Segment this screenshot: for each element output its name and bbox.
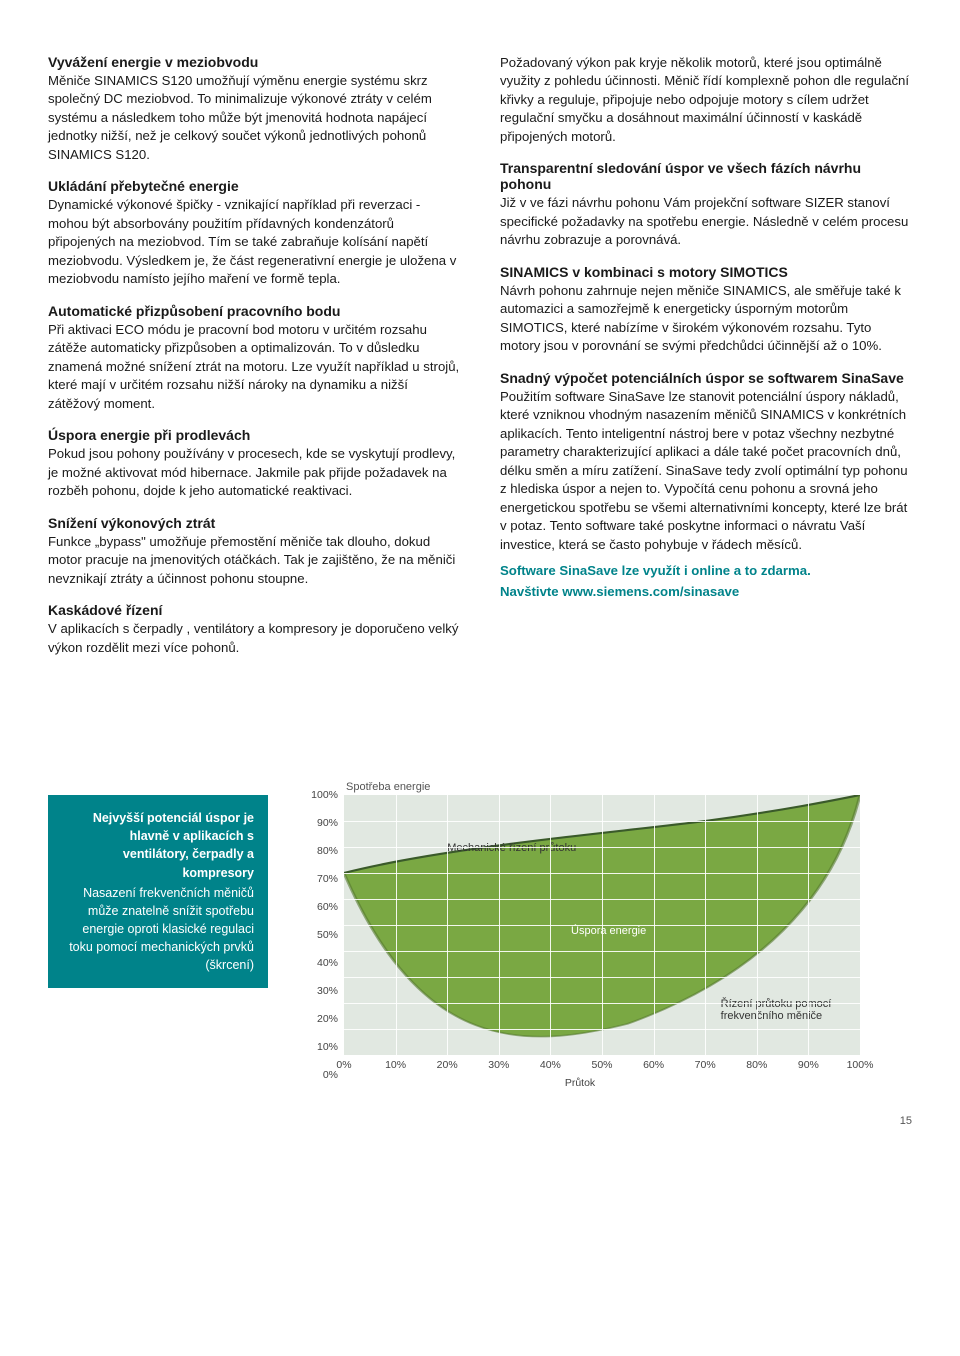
paragraph: Měniče SINAMICS S120 umožňují výměnu ene…	[48, 72, 460, 164]
y-tick: 20%	[317, 1013, 338, 1025]
grid-line	[499, 795, 500, 1055]
label-vfd: Řízení průtoku pomocí frekvenčního měnič…	[721, 998, 851, 1022]
heading: Ukládání přebytečné energie	[48, 178, 460, 194]
heading: Vyvážení energie v meziobvodu	[48, 54, 460, 70]
paragraph: Pokud jsou pohony používány v procesech,…	[48, 445, 460, 500]
right-column: Požadovaný výkon pak kryje několik motor…	[500, 40, 912, 665]
heading: SINAMICS v kombinaci s motory SIMOTICS	[500, 264, 912, 280]
energy-chart: Spotřeba energie 100%90%80%70%60%50%40%3…	[300, 795, 912, 1075]
x-tick: 100%	[847, 1059, 874, 1071]
grid-line	[757, 795, 758, 1055]
y-tick: 10%	[317, 1041, 338, 1053]
x-tick: 40%	[540, 1059, 561, 1071]
x-tick: 30%	[488, 1059, 509, 1071]
plot-area: Mechanické řízení průtoku Úspora energie…	[344, 795, 860, 1055]
heading: Snížení výkonových ztrát	[48, 515, 460, 531]
grid-line	[602, 795, 603, 1055]
y-tick: 50%	[317, 929, 338, 941]
x-tick: 70%	[695, 1059, 716, 1071]
x-tick: 90%	[798, 1059, 819, 1071]
y-tick: 30%	[317, 985, 338, 997]
chart-caption: Nejvyšší potenciál úspor je hlavně v apl…	[48, 795, 268, 988]
x-tick: 60%	[643, 1059, 664, 1071]
label-savings: Úspora energie	[571, 925, 646, 937]
heading: Transparentní sledování úspor ve všech f…	[500, 160, 912, 192]
grid-line	[447, 795, 448, 1055]
y-tick: 100%	[311, 789, 338, 801]
sinasave-line1: Software SinaSave lze využít i online a …	[500, 562, 912, 580]
x-tick: 10%	[385, 1059, 406, 1071]
heading: Kaskádové řízení	[48, 602, 460, 618]
x-tick: 80%	[746, 1059, 767, 1071]
heading: Úspora energie při prodlevách	[48, 427, 460, 443]
chart-section: Nejvyšší potenciál úspor je hlavně v apl…	[48, 795, 912, 1075]
x-tick: 20%	[437, 1059, 458, 1071]
y-tick: 60%	[317, 901, 338, 913]
chart-caption-bold: Nejvyšší potenciál úspor je hlavně v apl…	[62, 809, 254, 882]
paragraph: Požadovaný výkon pak kryje několik motor…	[500, 54, 912, 146]
paragraph: Již v ve fázi návrhu pohonu Vám projekčn…	[500, 194, 912, 249]
chart-title: Spotřeba energie	[346, 781, 430, 793]
x-tick: 0%	[336, 1059, 351, 1071]
grid-line	[550, 795, 551, 1055]
paragraph: Návrh pohonu zahrnuje nejen měniče SINAM…	[500, 282, 912, 356]
left-column: Vyvážení energie v meziobvodu Měniče SIN…	[48, 40, 460, 665]
y-tick: 80%	[317, 845, 338, 857]
chart-caption-body: Nasazení frekvenčních měničů může znatel…	[69, 886, 254, 973]
page-number: 15	[48, 1115, 912, 1127]
grid-line	[396, 795, 397, 1055]
paragraph: Dynamické výkonové špičky - vznikající n…	[48, 196, 460, 288]
paragraph: Použitím software SinaSave lze stanovit …	[500, 388, 912, 554]
paragraph: V aplikacích s čerpadly , ventilátory a …	[48, 620, 460, 657]
grid-line	[705, 795, 706, 1055]
x-axis-label: Průtok	[565, 1077, 595, 1089]
y-tick: 70%	[317, 873, 338, 885]
paragraph: Při aktivaci ECO módu je pracovní bod mo…	[48, 321, 460, 413]
grid-line	[808, 795, 809, 1055]
grid-line	[654, 795, 655, 1055]
x-axis: 0%10%20%30%40%50%60%70%80%90%100%	[344, 1055, 860, 1075]
x-tick: 50%	[591, 1059, 612, 1071]
y-axis: 100%90%80%70%60%50%40%30%20%10%0%	[300, 795, 344, 1075]
sinasave-link[interactable]: Navštivte www.siemens.com/sinasave	[500, 583, 912, 601]
heading: Snadný výpočet potenciálních úspor se so…	[500, 370, 912, 386]
paragraph: Funkce „bypass" umožňuje přemostění měni…	[48, 533, 460, 588]
heading: Automatické přizpůsobení pracovního bodu	[48, 303, 460, 319]
y-tick: 90%	[317, 817, 338, 829]
y-tick: 40%	[317, 957, 338, 969]
